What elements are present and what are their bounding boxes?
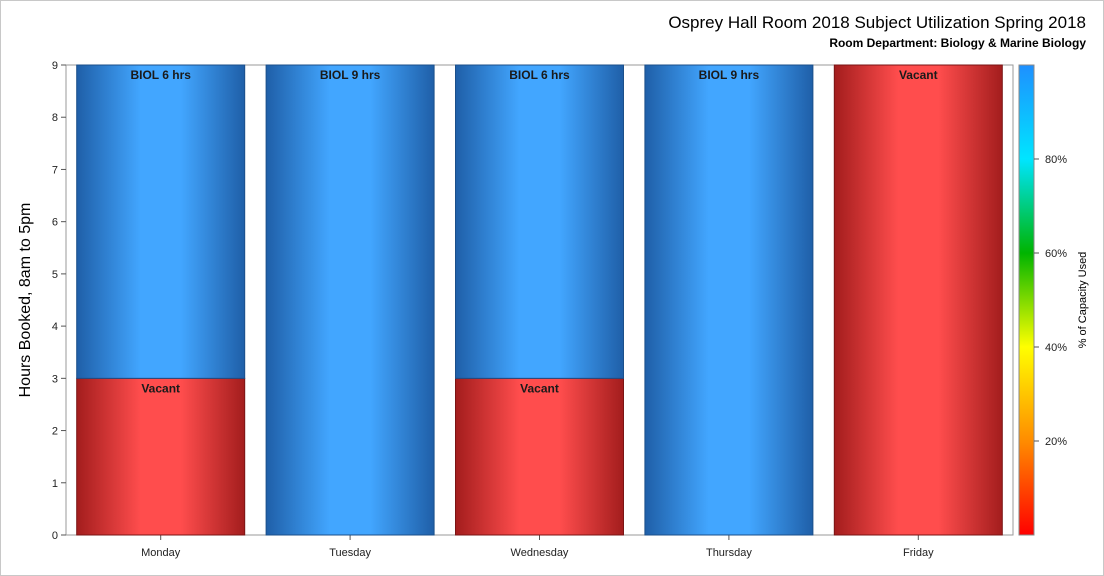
y-tick-label: 3	[52, 373, 58, 385]
y-tick-label: 1	[52, 478, 58, 490]
y-tick-label: 9	[52, 60, 58, 72]
x-tick-label: Monday	[141, 547, 181, 559]
y-tick-label: 6	[52, 217, 58, 229]
y-tick-label: 2	[52, 426, 58, 438]
y-tick-label: 7	[52, 164, 58, 176]
bar-label: Vacant	[141, 381, 180, 395]
bar-segment-booked	[265, 64, 435, 536]
bar-segment-vacant	[455, 377, 624, 536]
bar-segment-booked	[76, 64, 246, 379]
bar-segment-booked	[455, 64, 624, 379]
bar-segment-vacant	[833, 64, 1003, 536]
x-tick-label: Friday	[903, 547, 934, 559]
legend-tick-label: 80%	[1045, 154, 1067, 166]
color-legend: 20% 40% 60% 80%	[1018, 64, 1067, 536]
legend-tick-label: 20%	[1045, 436, 1067, 448]
bar-label: Vacant	[520, 381, 559, 395]
chart-subtitle: Room Department: Biology & Marine Biolog…	[829, 36, 1086, 50]
y-tick-label: 5	[52, 269, 58, 281]
bar-label: BIOL 9 hrs	[699, 68, 760, 82]
y-tick-label: 4	[52, 321, 58, 333]
legend-tick-label: 40%	[1045, 342, 1067, 354]
x-tick-label: Tuesday	[329, 547, 371, 559]
bars: Vacant BIOL 6 hrs BIOL 9 hrs Vacant BIOL 6 h…	[76, 64, 1003, 536]
bar-label: BIOL 9 hrs	[320, 68, 381, 82]
x-tick-label: Thursday	[706, 547, 752, 559]
bar-label: Vacant	[899, 68, 938, 82]
bar-label: BIOL 6 hrs	[509, 68, 570, 82]
legend-gradient-bar	[1018, 64, 1035, 536]
bar-segment-booked	[644, 64, 814, 536]
chart-title: Osprey Hall Room 2018 Subject Utilizatio…	[668, 13, 1086, 32]
y-tick-label: 0	[52, 530, 58, 542]
y-tick-label: 8	[52, 112, 58, 124]
y-axis-title: Hours Booked, 8am to 5pm	[17, 203, 34, 398]
legend-title: % of Capacity Used	[1077, 252, 1089, 349]
bar-label: BIOL 6 hrs	[130, 68, 191, 82]
x-tick-label: Wednesday	[511, 547, 569, 559]
legend-tick-label: 60%	[1045, 248, 1067, 260]
bar-segment-vacant	[76, 377, 246, 536]
